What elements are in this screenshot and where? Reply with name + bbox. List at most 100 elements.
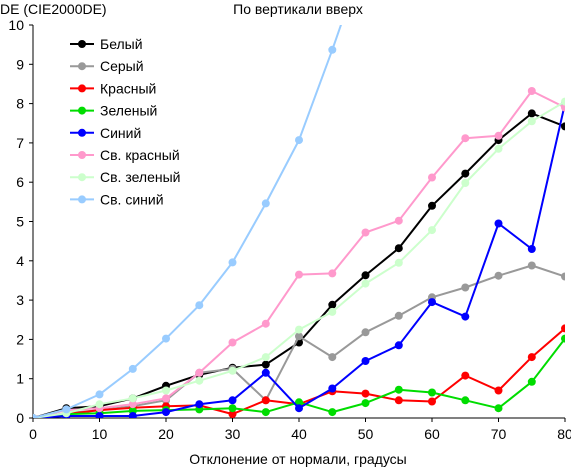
data-point: [228, 338, 237, 347]
legend-label: Св. синий: [100, 191, 164, 207]
data-point: [561, 324, 565, 333]
data-point: [261, 408, 270, 417]
y-tick-label: 9: [16, 56, 24, 72]
x-axis-label: Отклонение от нормали, градусы: [189, 451, 406, 467]
data-point: [361, 279, 370, 288]
data-point: [261, 396, 270, 405]
data-point: [428, 226, 436, 235]
data-point: [128, 394, 137, 403]
series-group: [33, 25, 565, 418]
data-point: [494, 131, 503, 140]
data-point: [561, 97, 565, 106]
data-point: [295, 270, 303, 279]
data-point: [228, 396, 237, 405]
data-point: [494, 386, 503, 395]
data-point: [95, 400, 104, 409]
x-tick-label: 40: [291, 426, 307, 442]
data-point: [527, 353, 536, 362]
y-tick-label: 7: [16, 135, 24, 151]
data-point: [394, 216, 403, 225]
data-point: [128, 412, 137, 418]
series-7: [33, 25, 342, 418]
data-point: [494, 144, 503, 153]
legend-label: Белый: [100, 36, 143, 52]
data-point: [295, 404, 303, 413]
data-point: [33, 414, 37, 418]
legend-item: Серый: [70, 58, 144, 74]
legend-label: Зеленый: [100, 103, 157, 119]
data-point: [461, 396, 470, 405]
y-tick-label: 10: [8, 17, 24, 33]
y-tick-label: 8: [16, 96, 24, 112]
x-tick-label: 60: [424, 426, 440, 442]
legend-label: Синий: [100, 125, 141, 141]
data-point: [394, 244, 403, 253]
legend-marker: [78, 128, 86, 137]
series-3: [33, 334, 565, 418]
data-point: [527, 109, 536, 118]
data-point: [361, 357, 370, 365]
y-tick-label: 5: [16, 214, 24, 230]
data-point: [527, 261, 536, 270]
data-point: [461, 179, 470, 187]
data-point: [162, 394, 170, 403]
x-tick-labels: 0 10 20 30 40 50 60 70 80: [29, 426, 571, 442]
data-point: [394, 258, 403, 267]
data-point: [428, 201, 436, 210]
legend-marker: [78, 106, 86, 115]
data-point: [428, 173, 436, 182]
legend-marker: [78, 40, 86, 48]
data-point: [228, 404, 237, 413]
data-point: [328, 45, 337, 54]
data-point: [394, 341, 403, 350]
data-point: [328, 300, 337, 309]
data-point: [494, 271, 503, 280]
y-tick-label: 6: [16, 174, 24, 190]
x-tick-label: 70: [491, 426, 507, 442]
legend-item: Синий: [70, 125, 141, 141]
data-point: [228, 258, 237, 267]
chart-title: По вертикали вверх: [233, 1, 363, 17]
y-tick-label: 2: [16, 331, 24, 347]
data-point: [461, 134, 470, 143]
data-point: [394, 385, 403, 394]
data-point: [195, 301, 204, 310]
data-point: [428, 298, 436, 307]
data-point: [228, 366, 237, 375]
data-point: [361, 271, 370, 280]
x-tick-label: 0: [29, 426, 37, 442]
data-point: [162, 386, 170, 395]
data-point: [461, 312, 470, 321]
legend-marker: [78, 195, 86, 204]
data-point: [527, 245, 536, 253]
data-point: [328, 307, 337, 316]
data-point: [261, 199, 270, 208]
data-point: [295, 136, 303, 145]
axes: [29, 24, 566, 422]
legend-item: Белый: [70, 36, 143, 52]
data-point: [195, 400, 204, 409]
data-point: [261, 353, 270, 362]
legend: Белый Серый Красный Зеленый Синий Св. красный…: [70, 36, 180, 207]
data-point: [328, 384, 337, 393]
data-point: [461, 371, 470, 380]
x-tick-label: 10: [92, 426, 108, 442]
legend-label: Св. красный: [100, 147, 180, 163]
legend-label: Серый: [100, 58, 144, 74]
data-point: [261, 368, 270, 377]
data-point: [428, 388, 436, 397]
legend-marker: [78, 84, 86, 93]
data-point: [261, 319, 270, 328]
data-point: [261, 360, 270, 369]
data-point: [128, 400, 137, 409]
y-tick-label: 4: [16, 253, 24, 269]
data-point: [394, 311, 403, 320]
data-point: [361, 328, 370, 337]
data-point: [494, 219, 503, 228]
data-point: [394, 396, 403, 405]
legend-item: Зеленый: [70, 103, 157, 119]
legend-marker: [78, 62, 86, 71]
data-point: [428, 397, 436, 406]
legend-item: Св. зеленый: [70, 169, 180, 185]
